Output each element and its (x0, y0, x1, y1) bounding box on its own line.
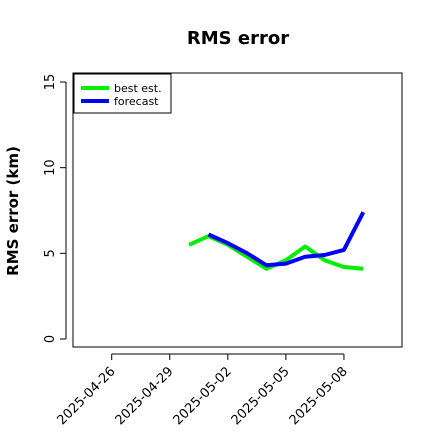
x-tick-label: 2025-05-02 (171, 364, 235, 428)
y-axis: 0 5 10 15 (43, 74, 67, 343)
y-tick-label: 10 (43, 159, 58, 176)
y-tick-label: 5 (43, 249, 58, 257)
plot-frame (72, 72, 403, 348)
chart-title: RMS error (187, 28, 289, 49)
y-tick-label: 0 (43, 335, 58, 343)
legend-label-forecast: forecast (114, 95, 159, 108)
x-tick-label: 2025-05-08 (287, 364, 351, 428)
x-tick-label: 2025-05-05 (229, 364, 293, 428)
legend-label-best-est: best est. (114, 82, 162, 95)
x-tick-label: 2025-04-29 (113, 364, 177, 428)
series-line-forecast (207, 211, 366, 268)
y-tick-label: 15 (43, 74, 58, 91)
legend-box (73, 73, 172, 114)
x-axis: 2025-04-262025-04-292025-05-022025-05-05… (54, 353, 351, 428)
legend: best est. forecast (73, 73, 172, 114)
y-axis-label: RMS error (km) (4, 146, 22, 276)
x-tick-label: 2025-04-26 (54, 364, 118, 428)
series-layer (188, 211, 366, 271)
